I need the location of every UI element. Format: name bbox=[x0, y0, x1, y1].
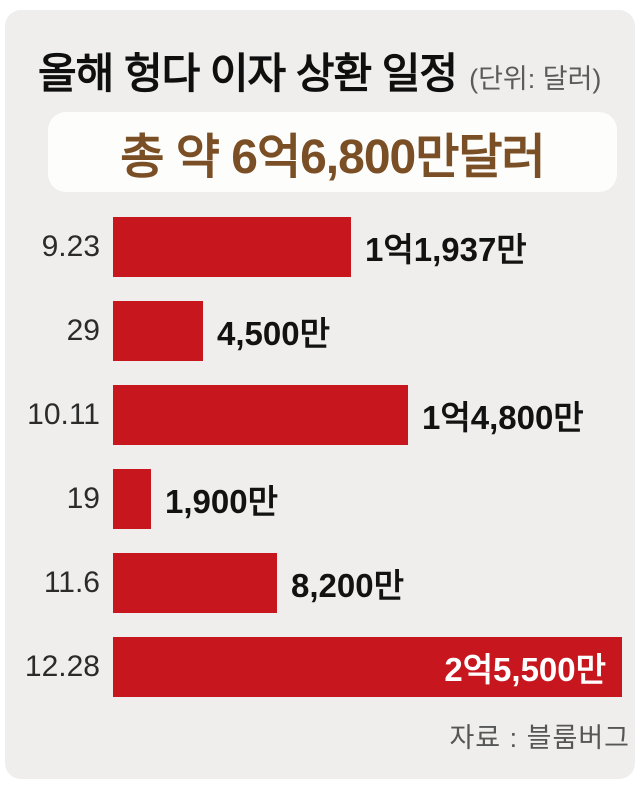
bar bbox=[113, 385, 408, 445]
unit-note: (단위: 달러) bbox=[469, 64, 602, 94]
value-label: 8,200만 bbox=[291, 567, 404, 604]
bar bbox=[113, 553, 277, 613]
bar-row: 9.23 1억1,937만 bbox=[0, 217, 640, 277]
date-label: 10.11 bbox=[27, 398, 100, 431]
date-label: 19 bbox=[66, 482, 100, 515]
bar-row: 10.11 1억4,800만 bbox=[0, 385, 640, 445]
date-label: 12.28 bbox=[24, 650, 100, 683]
bar-area: 1억4,800만 bbox=[113, 385, 640, 445]
header: 올해 헝다 이자 상환 일정 (단위: 달러) bbox=[38, 40, 601, 101]
bar bbox=[113, 301, 203, 361]
bar-area: 4,500만 bbox=[113, 301, 640, 361]
date-label: 11.6 bbox=[43, 566, 100, 599]
value-label: 1억4,800만 bbox=[422, 399, 584, 436]
bar bbox=[113, 217, 351, 277]
bar-area: 1억1,937만 bbox=[113, 217, 640, 277]
bar-area: 1,900만 bbox=[113, 469, 640, 529]
value-label: 2억5,500만 bbox=[444, 651, 606, 688]
bar-chart: 9.23 1억1,937만 29 4,500만 10.11 1억4,800만 19 1,900… bbox=[0, 217, 640, 721]
total-amount-box: 총 약 6억6,800만달러 bbox=[48, 112, 617, 192]
bar-area: 2억5,500만 bbox=[113, 637, 640, 697]
bar-row: 12.28 2억5,500만 bbox=[0, 637, 640, 697]
value-label: 4,500만 bbox=[217, 315, 330, 352]
bar: 2억5,500만 bbox=[113, 637, 622, 697]
page-title: 올해 헝다 이자 상환 일정 bbox=[38, 50, 458, 97]
source-credit: 자료 : 블룸버그 bbox=[449, 723, 630, 753]
value-label: 1,900만 bbox=[165, 483, 278, 520]
bar-area: 8,200만 bbox=[113, 553, 640, 613]
bar-row: 19 1,900만 bbox=[0, 469, 640, 529]
bar-row: 29 4,500만 bbox=[0, 301, 640, 361]
value-label: 1억1,937만 bbox=[365, 231, 527, 268]
total-amount-label: 총 약 6억6,800만달러 bbox=[120, 131, 545, 184]
bar bbox=[113, 469, 151, 529]
date-label: 9.23 bbox=[41, 230, 100, 263]
bar-row: 11.6 8,200만 bbox=[0, 553, 640, 613]
date-label: 29 bbox=[66, 314, 100, 347]
